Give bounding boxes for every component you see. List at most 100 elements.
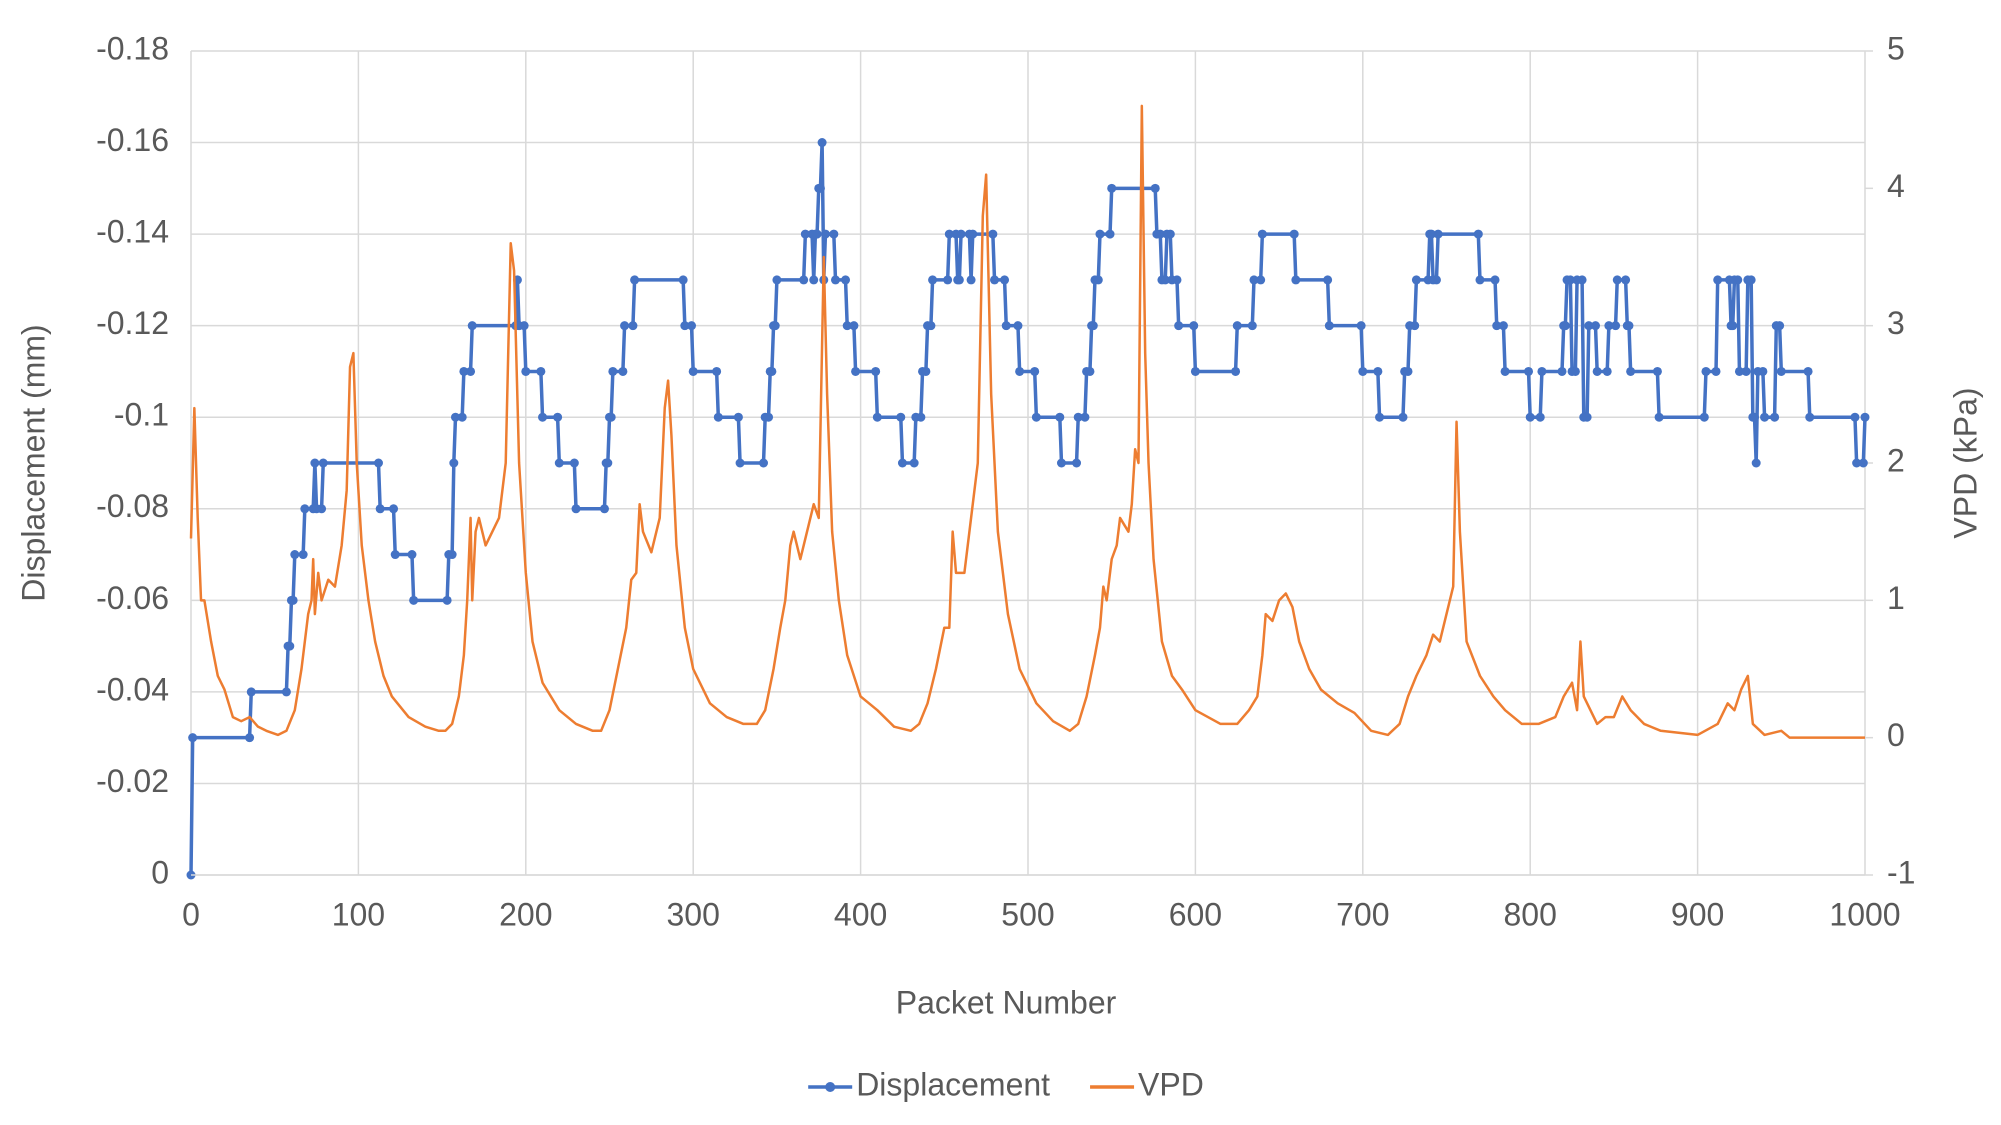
data-point xyxy=(944,229,954,239)
x-tick-label: 700 xyxy=(1336,896,1389,932)
y-tick-label: -0.12 xyxy=(96,305,169,341)
data-point xyxy=(770,321,780,331)
data-point xyxy=(1582,412,1592,422)
y2-tick-label: 5 xyxy=(1887,30,1905,66)
data-point xyxy=(553,412,563,422)
data-point xyxy=(767,366,777,376)
data-point xyxy=(467,321,477,331)
data-point xyxy=(1805,412,1815,422)
data-point xyxy=(1001,321,1011,331)
data-point xyxy=(1088,321,1098,331)
data-point xyxy=(1860,412,1870,422)
data-point xyxy=(1699,412,1709,422)
data-point xyxy=(1433,229,1443,239)
data-point xyxy=(1072,458,1082,468)
x-tick-label: 1000 xyxy=(1829,896,1900,932)
data-point xyxy=(1398,412,1408,422)
data-point xyxy=(407,550,417,560)
data-point xyxy=(1095,229,1105,239)
data-point xyxy=(1490,275,1500,285)
data-point xyxy=(519,321,529,331)
data-point xyxy=(928,275,938,285)
data-point xyxy=(1713,275,1723,285)
x-tick-label: 400 xyxy=(834,896,887,932)
data-point xyxy=(1190,366,1200,376)
data-point xyxy=(298,550,308,560)
data-point xyxy=(815,183,825,193)
legend-marker xyxy=(825,1082,836,1092)
data-point xyxy=(968,229,978,239)
x-tick-label: 0 xyxy=(182,896,200,932)
data-point xyxy=(1741,366,1751,376)
y-tick-label: -0.18 xyxy=(96,30,169,66)
data-point xyxy=(909,458,919,468)
data-point xyxy=(1093,275,1103,285)
data-point xyxy=(817,138,827,148)
data-point xyxy=(1375,412,1385,422)
y2-tick-label: -1 xyxy=(1887,854,1915,890)
data-point xyxy=(630,275,640,285)
data-point xyxy=(1189,321,1199,331)
data-point xyxy=(290,550,300,560)
data-point xyxy=(1602,366,1612,376)
data-point xyxy=(569,458,579,468)
data-point xyxy=(1770,412,1780,422)
data-point xyxy=(1577,275,1587,285)
data-point xyxy=(1776,366,1786,376)
x-tick-label: 600 xyxy=(1169,896,1222,932)
data-point xyxy=(1728,321,1738,331)
data-point xyxy=(1323,275,1333,285)
data-point xyxy=(285,641,295,651)
data-point xyxy=(442,595,452,605)
legend-label: Displacement xyxy=(856,1066,1050,1102)
data-point xyxy=(1473,229,1483,239)
data-point xyxy=(536,366,546,376)
data-point xyxy=(966,275,976,285)
data-point xyxy=(1604,321,1614,331)
data-point xyxy=(1701,366,1711,376)
data-point xyxy=(1560,321,1570,331)
data-point xyxy=(447,550,457,560)
x-axis-title: Packet Number xyxy=(896,984,1117,1020)
data-point xyxy=(1324,321,1334,331)
data-point xyxy=(1557,366,1567,376)
data-point xyxy=(1105,229,1115,239)
data-point xyxy=(457,412,467,422)
data-point xyxy=(281,687,291,697)
data-point xyxy=(246,687,256,697)
data-point xyxy=(799,275,809,285)
y-tick-label: 0 xyxy=(151,854,169,890)
x-tick-label: 800 xyxy=(1504,896,1557,932)
data-point xyxy=(389,504,399,514)
data-point xyxy=(1592,366,1602,376)
data-point xyxy=(759,458,769,468)
data-point xyxy=(373,458,383,468)
data-point xyxy=(772,275,782,285)
data-point xyxy=(1080,412,1090,422)
data-point xyxy=(800,229,810,239)
data-point xyxy=(851,366,861,376)
data-point xyxy=(188,733,198,743)
data-point xyxy=(871,366,881,376)
data-point xyxy=(466,366,476,376)
data-point xyxy=(618,366,628,376)
data-point xyxy=(897,458,907,468)
data-point xyxy=(1565,275,1575,285)
data-point xyxy=(1746,275,1756,285)
y2-tick-label: 0 xyxy=(1887,717,1905,753)
legend: Displacement VPD xyxy=(808,1066,1204,1102)
data-point xyxy=(1160,275,1170,285)
data-point xyxy=(521,366,531,376)
data-point xyxy=(1498,321,1508,331)
data-point xyxy=(896,412,906,422)
data-point xyxy=(1624,321,1634,331)
data-point xyxy=(318,458,328,468)
data-point xyxy=(1257,229,1267,239)
y2-tick-label: 1 xyxy=(1887,580,1905,616)
data-point xyxy=(1611,321,1621,331)
data-point xyxy=(1775,321,1785,331)
data-point xyxy=(1652,366,1662,376)
data-point xyxy=(538,412,548,422)
data-point xyxy=(1403,366,1413,376)
data-point xyxy=(606,412,616,422)
